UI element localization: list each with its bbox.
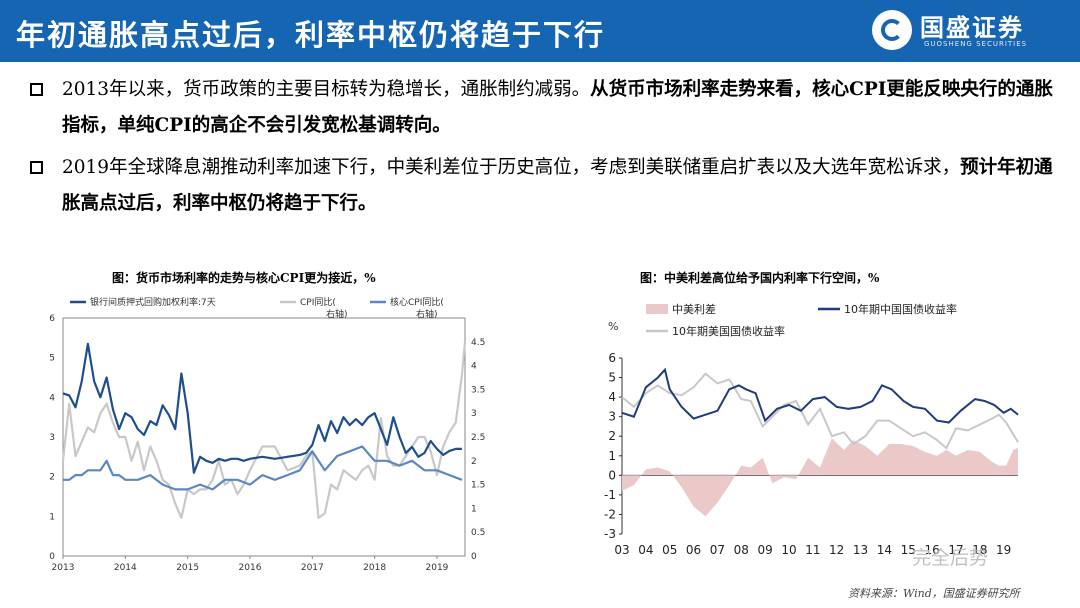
x-tick-label: 13	[853, 543, 868, 557]
left-chart-title: 图：货币市场利率的走势与核心CPI更为接近，%	[112, 271, 376, 285]
x-tick-label: 2013	[52, 563, 75, 573]
x-tick-label: 03	[614, 543, 629, 557]
y-tick-label: 6	[608, 351, 616, 365]
legend-label: 银行间质押式回购加权利率:7天	[90, 296, 216, 308]
us-10y-series	[621, 372, 1019, 450]
x-tick-label: 2014	[114, 563, 137, 573]
y2-tick-label: 1.5	[471, 481, 485, 491]
bullet-1-bold-text: 从货币市场利率走势来看，核心CPI更能反映央行的通胀指标，单纯CPI的高企不会引…	[62, 79, 1053, 136]
x-tick-label: 14	[877, 543, 892, 557]
bullet-2-bold-text: 预计年初通胀高点过后，利率中枢仍将趋于下行。	[62, 157, 1053, 214]
x-tick-label: 12	[829, 543, 844, 557]
plot-frame	[62, 317, 466, 557]
checkbox-square-icon	[30, 83, 43, 96]
x-tick-label: 10	[781, 543, 796, 557]
core-cpi-series	[63, 445, 463, 491]
x-tick-label: 2018	[363, 563, 386, 573]
x-tick-label: 2016	[239, 563, 262, 573]
x-tick-label: 18	[972, 543, 987, 557]
legend-label: 10年期美国国债收益率	[672, 324, 785, 338]
checkbox-square-icon	[30, 161, 43, 174]
bullet-list: 2013年以来，货币政策的主要目标转为稳增长，通胀制约减弱。从货币市场利率走势来…	[28, 72, 1058, 228]
y2-tick-label: 2.5	[471, 433, 485, 443]
x-tick-label: 04	[638, 543, 653, 557]
y-tick-label: 5	[608, 371, 616, 385]
y-tick-label: 5	[49, 354, 55, 364]
y2-tick-label: 4.5	[471, 338, 485, 348]
x-tick-label: 07	[710, 543, 725, 557]
y2-tick-label: 0	[471, 552, 477, 562]
logo-english-name: GUOSHENG SECURITIES	[924, 40, 1028, 48]
bullet-1-text: 2013年以来，货币政策的主要目标转为稳增长，通胀制约减弱。	[62, 79, 591, 100]
page-title: 年初通胀高点过后，利率中枢仍将趋于下行	[16, 18, 606, 52]
right-chart-title: 图：中美利差高位给予国内利率下行空间，%	[640, 271, 880, 285]
y-tick-label: 3	[49, 433, 55, 443]
watermark: 完全后势	[912, 547, 989, 569]
left-chart: 0 1 2 3 4 5 6 0 0.5 1 1.5 2 2.5 3 3.5 4 4.5 2013 2014 2015 2…	[49, 296, 485, 573]
legend-label: 10年期中国国债收益率	[844, 302, 957, 316]
legend-label: 核心CPI同比(右轴)	[390, 296, 444, 320]
cpi-series	[61, 341, 467, 519]
bullet-point-2: 2019年全球降息潮推动利率加速下行，中美利差位于历史高位，考虑到美联储重启扩表…	[28, 150, 1058, 222]
spread-area-series	[622, 438, 1018, 517]
y-tick-label: 6	[49, 314, 55, 324]
y-tick-label: -2	[604, 507, 616, 521]
y-tick-label: 0	[49, 552, 55, 562]
y-tick-label: -1	[604, 488, 616, 502]
logo-name: 国盛证券	[920, 14, 1024, 42]
legend-label: 中美利差	[672, 302, 716, 316]
x-tick-label: 2015	[176, 563, 199, 573]
bullet-point-1: 2013年以来，货币政策的主要目标转为稳增长，通胀制约减弱。从货币市场利率走势来…	[28, 72, 1058, 144]
x-tick-label: 2017	[301, 563, 324, 573]
y-tick-label: 2	[49, 473, 55, 483]
y-tick-label: 4	[608, 390, 616, 404]
repo-rate-series	[62, 342, 462, 474]
logo-mark-icon	[872, 10, 912, 50]
x-tick-label: 11	[805, 543, 820, 557]
y-tick-label: 4	[49, 393, 55, 403]
y2-tick-label: 1	[471, 504, 477, 514]
x-tick-label: 08	[734, 543, 749, 557]
bullet-2-text: 2019年全球降息潮推动利率加速下行，中美利差位于历史高位，考虑到美联储重启扩表…	[62, 157, 961, 178]
y-tick-label: 0	[608, 468, 616, 482]
x-tick-label: 19	[996, 543, 1011, 557]
y-tick-label: 3	[608, 410, 616, 424]
x-tick-label: 09	[757, 543, 772, 557]
x-tick-label: 06	[686, 543, 701, 557]
x-tick-label: 15	[901, 543, 916, 557]
legend-label: CPI同比(右轴)	[300, 296, 348, 320]
cn-10y-series	[621, 367, 1019, 424]
y-tick-label: 2	[608, 429, 616, 443]
legend-swatch	[646, 304, 668, 314]
header-bar: 年初通胀高点过后，利率中枢仍将趋于下行 国盛证券 GUOSHENG SECURI…	[0, 0, 1080, 62]
y2-tick-label: 0.5	[471, 528, 485, 538]
unit-label: %	[608, 320, 618, 333]
y2-tick-label: 2	[471, 457, 477, 467]
y2-tick-label: 4	[471, 362, 477, 372]
y2-tick-label: 3.5	[471, 385, 485, 395]
y-tick-label: 1	[608, 449, 616, 463]
x-tick-label: 17	[948, 543, 963, 557]
x-tick-label: 2019	[426, 563, 449, 573]
company-logo: 国盛证券 GUOSHENG SECURITIES	[872, 8, 1072, 56]
x-tick-label: 05	[662, 543, 677, 557]
x-tick-label: 16	[924, 543, 939, 557]
y-tick-label: 1	[49, 512, 55, 522]
y2-tick-label: 3	[471, 409, 477, 419]
y-tick-label: -3	[604, 527, 616, 541]
source-note: 资料来源：Wind，国盛证券研究所	[848, 587, 1020, 600]
